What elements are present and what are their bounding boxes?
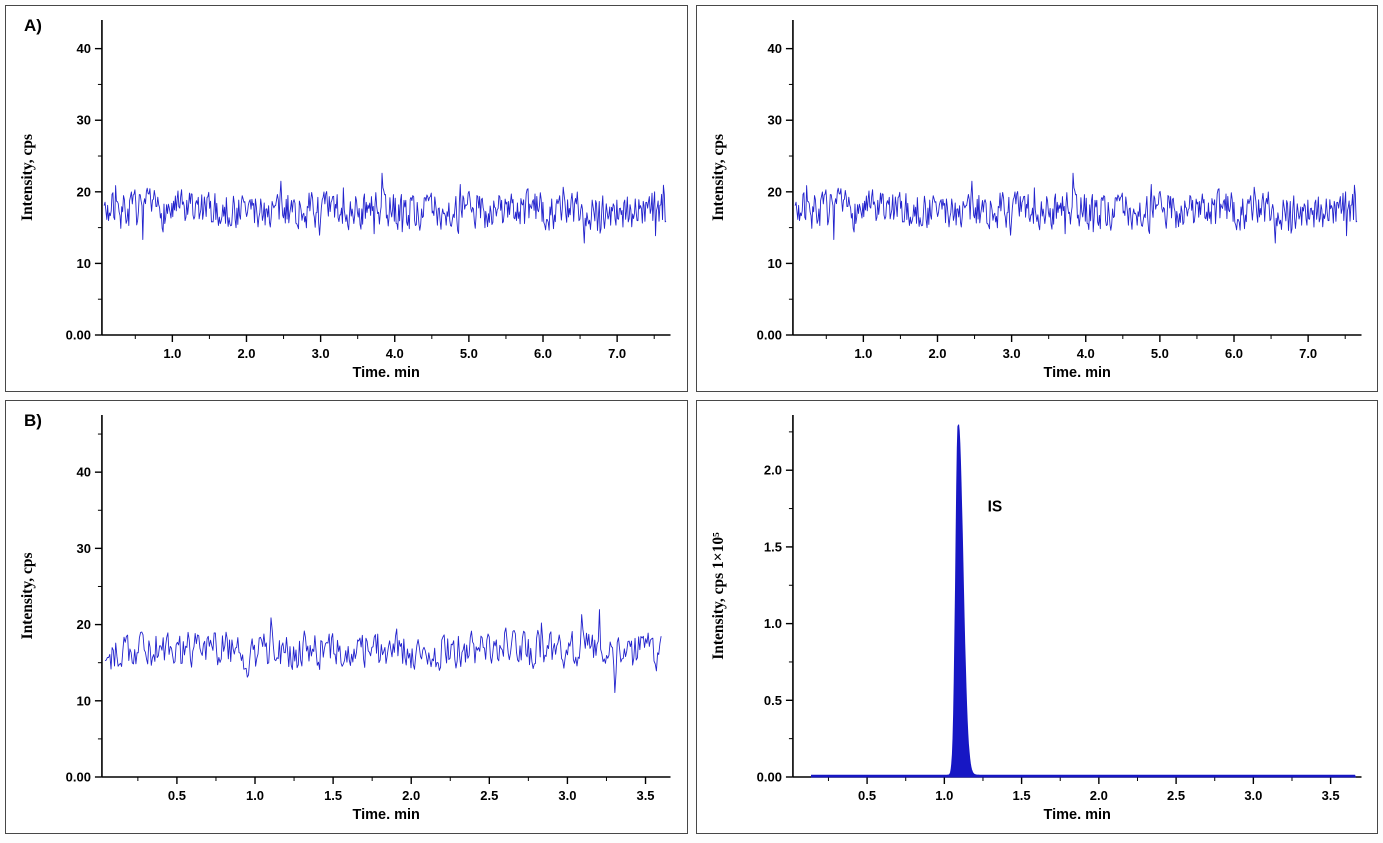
x-tick-label: 4.0 [1076, 346, 1094, 361]
x-tick-label: 6.0 [534, 346, 552, 361]
x-axis-title: Time. min [1043, 365, 1110, 381]
y-tick-label: 20 [767, 184, 781, 199]
x-tick-label: 2.0 [928, 346, 946, 361]
y-axis-title: Intensity, cps [19, 553, 36, 640]
y-tick-label: 0.00 [66, 327, 91, 342]
x-tick-label: 1.0 [246, 788, 264, 803]
y-tick-label: 1.0 [763, 616, 781, 631]
y-tick-label: 2.0 [763, 463, 781, 478]
y-tick-label: 0.00 [66, 769, 91, 784]
chromatogram-b-left-chart: 0.5 1.0 1.5 2.0 2.5 3.0 3.5 0.00 10 20 30 40 Time. m… [19, 415, 671, 823]
x-tick-label: 3.0 [558, 788, 576, 803]
panel-b-left: B) 0.5 1.0 1.5 2.0 2.5 3.0 3.5 0.00 10 20 30 40 Time… [5, 400, 688, 834]
x-tick-label: 2.5 [480, 788, 498, 803]
y-tick-label: 10 [76, 256, 90, 271]
x-tick-label: 0.5 [168, 788, 186, 803]
panel-is: 0.5 1.0 1.5 2.0 2.5 3.0 3.5 0.00 0.5 1.0 1.5 2.0 Tim… [695, 400, 1378, 834]
internal-standard-chart: 0.5 1.0 1.5 2.0 2.5 3.0 3.5 0.00 0.5 1.0 1.5 2.0 Tim… [709, 415, 1362, 823]
y-tick-label: 30 [767, 113, 781, 128]
noise-trace [794, 172, 1357, 244]
y-tick-label: 1.5 [763, 539, 781, 554]
y-tick-label: 20 [76, 617, 90, 632]
x-tick-label: 5.0 [1150, 346, 1168, 361]
x-tick-label: 1.5 [1012, 788, 1030, 803]
x-tick-label: 3.5 [1321, 788, 1339, 803]
x-tick-label: 2.0 [237, 346, 255, 361]
chromatogram-a-left-chart: 1.0 2.0 3.0 4.0 5.0 6.0 7.0 0.00 10 20 30 40 Time. m… [19, 20, 671, 381]
x-tick-label: 3.0 [1244, 788, 1262, 803]
noise-trace [104, 609, 662, 694]
y-tick-label: 0.00 [756, 327, 781, 342]
x-tick-label: 7.0 [1299, 346, 1317, 361]
x-tick-label: 5.0 [460, 346, 478, 361]
x-tick-label: 2.5 [1167, 788, 1185, 803]
is-annotation: IS [987, 499, 1002, 516]
y-tick-label: 40 [76, 41, 90, 56]
noise-trace [103, 172, 667, 244]
panel-a-right: 1.0 2.0 3.0 4.0 5.0 6.0 7.0 0.00 10 20 30 40 Time. m… [695, 5, 1378, 392]
x-tick-label: 3.0 [312, 346, 330, 361]
x-tick-label: 3.5 [636, 788, 654, 803]
y-axis-title: Intensity, cps [709, 134, 726, 221]
x-axis-title: Time. min [353, 807, 420, 823]
x-tick-label: 4.0 [386, 346, 404, 361]
y-tick-label: 40 [76, 465, 90, 480]
x-tick-label: 2.0 [402, 788, 420, 803]
y-tick-label: 30 [76, 541, 90, 556]
x-tick-label: 1.0 [163, 346, 181, 361]
x-axis-title: Time. min [1043, 807, 1110, 823]
x-tick-label: 0.5 [858, 788, 876, 803]
x-tick-label: 2.0 [1089, 788, 1107, 803]
y-tick-label: 20 [76, 184, 90, 199]
y-tick-label: 0.5 [763, 693, 781, 708]
y-tick-label: 10 [767, 256, 781, 271]
panel-a-left: A) 1.0 2.0 3.0 4.0 5.0 6.0 7.0 0.00 10 20 30 40 Time… [5, 5, 688, 392]
x-axis-title: Time. min [353, 365, 420, 381]
x-tick-label: 3.0 [1002, 346, 1020, 361]
panel-b-label: B) [24, 411, 42, 430]
y-axis-title: Intensity, cps 1×10⁵ [709, 532, 726, 660]
x-tick-label: 1.5 [324, 788, 342, 803]
x-tick-label: 1.0 [854, 346, 872, 361]
panel-a-label: A) [24, 16, 42, 35]
chromatogram-a-right-chart: 1.0 2.0 3.0 4.0 5.0 6.0 7.0 0.00 10 20 30 40 Time. m… [709, 20, 1362, 381]
x-tick-label: 1.0 [935, 788, 953, 803]
y-axis-title: Intensity, cps [19, 134, 36, 221]
y-tick-label: 30 [76, 113, 90, 128]
y-tick-label: 0.00 [756, 769, 781, 784]
y-tick-label: 10 [76, 693, 90, 708]
y-tick-label: 40 [767, 41, 781, 56]
x-tick-label: 6.0 [1224, 346, 1242, 361]
is-peak-trace [810, 424, 1356, 778]
x-tick-label: 7.0 [608, 346, 626, 361]
